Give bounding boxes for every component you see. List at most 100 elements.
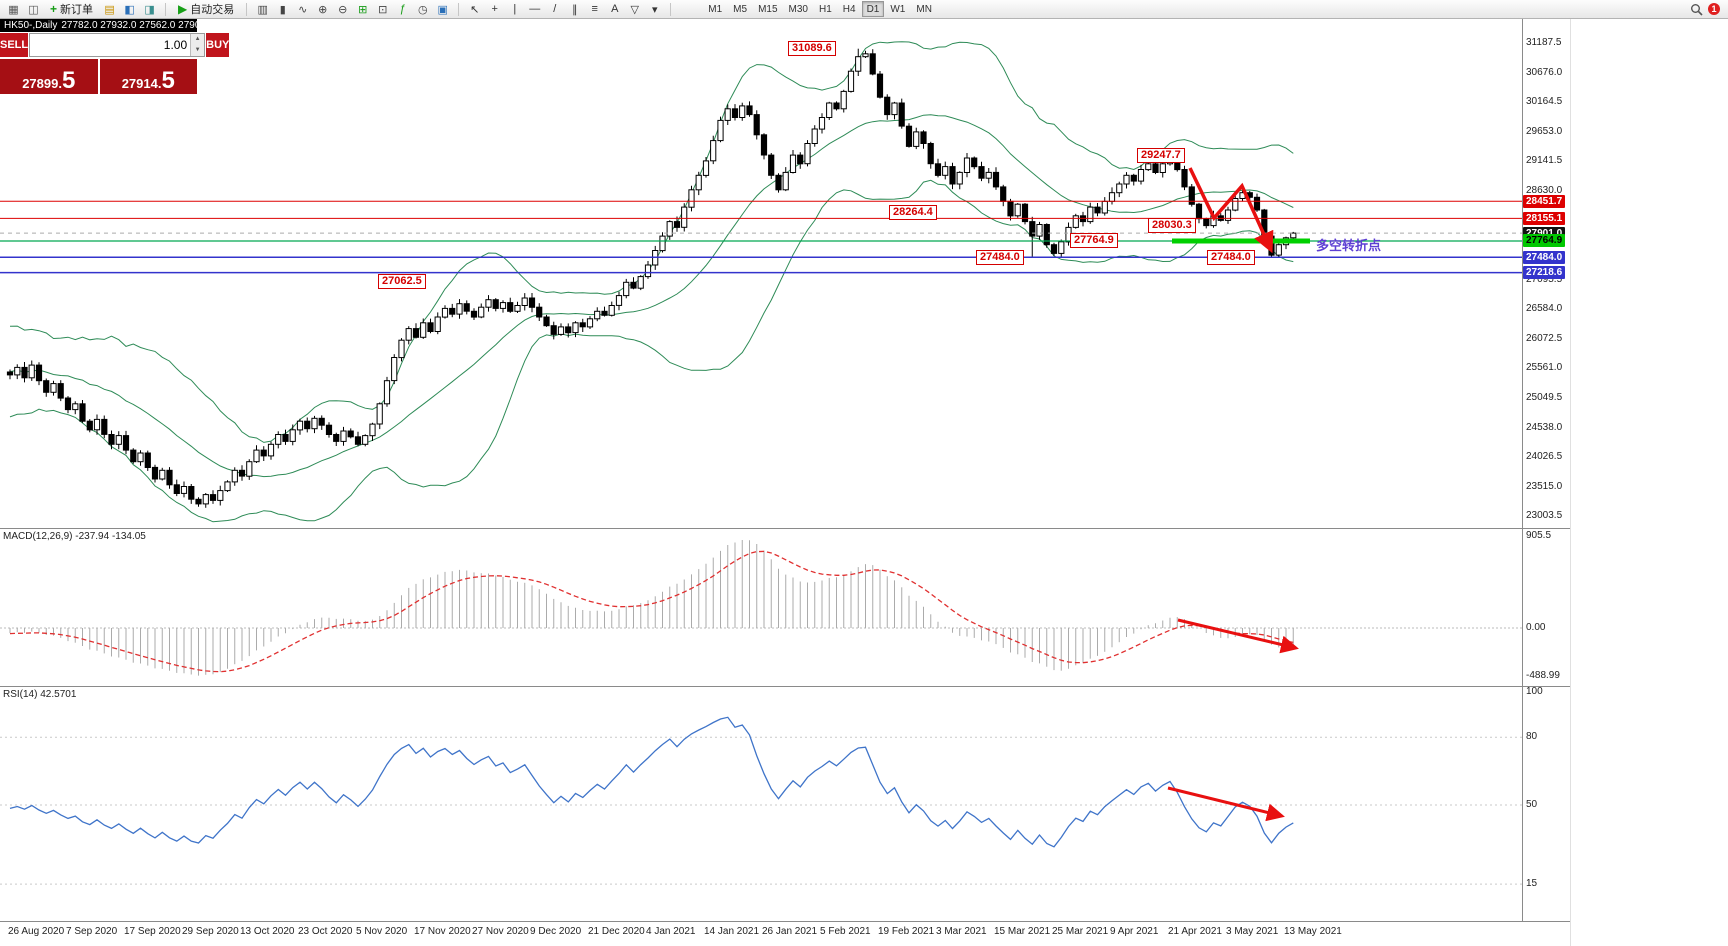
x-axis-date-label: 26 Jan 2021: [762, 926, 818, 937]
y-axis-price-tag: 27764.9: [1523, 234, 1566, 248]
arrows-tool-icon[interactable]: ▽: [630, 3, 639, 16]
y-axis-label: 30164.5: [1526, 96, 1563, 108]
toolbar-separator: [165, 2, 167, 16]
y-axis-label: 25561.0: [1526, 362, 1563, 374]
symbol-label: HK50-,Daily: [4, 20, 58, 31]
templates-icon[interactable]: ▣: [437, 3, 448, 16]
buy-price[interactable]: 27914. 5: [99, 59, 197, 94]
x-axis-date-label: 27 Nov 2020: [472, 926, 529, 937]
notification-badge[interactable]: 1: [1708, 3, 1720, 15]
y-axis-label: 29141.5: [1526, 155, 1563, 167]
tile-windows-icon[interactable]: ⊞: [358, 3, 368, 16]
x-axis-date-label: 13 May 2021: [1284, 926, 1342, 937]
text-icon[interactable]: A: [611, 3, 619, 15]
fibonacci-icon[interactable]: ≡: [591, 3, 598, 15]
x-axis-date-label: 5 Nov 2020: [356, 926, 408, 937]
trendline-icon[interactable]: /: [553, 3, 557, 15]
x-axis-date-label: 3 May 2021: [1226, 926, 1279, 937]
periods-icon[interactable]: ◷: [417, 3, 428, 16]
volume-spinner: ▲ ▼: [190, 34, 205, 56]
x-axis-date-label: 9 Dec 2020: [530, 926, 582, 937]
toolbar-separator: [458, 2, 460, 16]
new-order-button[interactable]: + 新订单: [50, 2, 94, 16]
data-window-icon[interactable]: ◧: [124, 3, 135, 16]
cascade-windows-icon[interactable]: ⊡: [378, 3, 388, 16]
timeframe-h4-button[interactable]: H4: [842, 3, 856, 15]
timeframe-mn-button[interactable]: MN: [916, 3, 932, 15]
price-level-label[interactable]: 27764.9: [1070, 233, 1118, 249]
volume-up-button[interactable]: ▲: [191, 34, 205, 45]
volume-down-button[interactable]: ▼: [191, 45, 205, 56]
timeframe-w1-button[interactable]: W1: [890, 3, 906, 15]
timeframe-m15-button[interactable]: M15: [758, 3, 778, 15]
new-chart-icon[interactable]: ▦: [8, 3, 19, 16]
rsi-axis-label: 15: [1526, 878, 1538, 890]
y-axis-label: 30676.0: [1526, 66, 1563, 78]
price-down-arrow: [1188, 167, 1274, 254]
macd-histogram: [9, 540, 1294, 676]
candlestick-chart-icon[interactable]: ▮: [279, 3, 286, 16]
x-axis-date-label: 17 Nov 2020: [414, 926, 471, 937]
search-icon[interactable]: [1690, 3, 1703, 16]
navigator-icon[interactable]: ◨: [144, 3, 155, 16]
sell-price[interactable]: 27899. 5: [0, 59, 98, 94]
market-watch-icon[interactable]: ▤: [104, 3, 115, 16]
horizontal-line-icon[interactable]: —: [529, 3, 541, 15]
zoom-out-icon[interactable]: ⊖: [338, 3, 348, 16]
x-axis-date-label: 13 Oct 2020: [240, 926, 295, 937]
channel-icon[interactable]: ∥: [572, 3, 578, 16]
bar-chart-icon[interactable]: ▥: [257, 3, 268, 16]
autotrade-button[interactable]: ▶ 自动交易: [178, 2, 235, 16]
rsi-axis-label: 50: [1526, 799, 1538, 810]
x-axis-date-label: 21 Apr 2021: [1168, 926, 1222, 937]
y-axis-label: 26072.5: [1526, 332, 1563, 344]
timeframe-d1-button[interactable]: D1: [861, 1, 885, 17]
trade-buttons-row: SELL ▲ ▼ BUY: [0, 33, 230, 57]
y-axis-label: 24538.0: [1526, 421, 1563, 433]
vertical-line-icon[interactable]: |: [513, 3, 517, 15]
y-axis-label: 26584.0: [1526, 303, 1563, 315]
rsi-value: 42.5701: [40, 689, 77, 700]
price-level-label[interactable]: 28030.3: [1148, 218, 1196, 234]
x-axis-date-label: 17 Sep 2020: [124, 926, 181, 937]
shapes-dropdown-icon[interactable]: ▾: [651, 3, 658, 16]
macd-signal-line: [9, 550, 1294, 673]
x-axis-date-label: 15 Mar 2021: [994, 926, 1051, 937]
y-axis-price-tag: 28155.1: [1523, 211, 1566, 225]
sell-button[interactable]: SELL: [0, 33, 29, 57]
price-level-label[interactable]: 28264.4: [889, 204, 937, 220]
rsi-axis-label: 100: [1526, 686, 1543, 697]
profiles-icon[interactable]: ◫: [28, 3, 39, 16]
buy-button[interactable]: BUY: [206, 33, 230, 57]
price-level-label[interactable]: 27062.5: [378, 274, 426, 290]
indicators-icon[interactable]: ƒ: [399, 3, 406, 15]
buy-price-big-digit: 5: [161, 67, 175, 94]
y-axis-label: 29653.0: [1526, 125, 1563, 137]
y-axis-label: 31187.5: [1526, 37, 1562, 48]
toolbar-right-cluster: 1: [1690, 3, 1724, 16]
zoom-in-icon[interactable]: ⊕: [318, 3, 328, 16]
timeframe-h1-button[interactable]: H1: [818, 3, 832, 15]
x-axis-date-label: 21 Dec 2020: [588, 926, 645, 937]
y-axis-label: 23515.0: [1526, 480, 1563, 492]
turning-point-annotation: 多空转折点: [1316, 238, 1382, 253]
line-chart-icon[interactable]: ∿: [298, 3, 308, 16]
price-level-label[interactable]: 29247.7: [1137, 147, 1185, 163]
price-level-label[interactable]: 27484.0: [1207, 249, 1255, 265]
y-axis-label: 25049.5: [1526, 392, 1563, 404]
macd-axis-label: -488.99: [1526, 670, 1560, 681]
price-level-label[interactable]: 31089.6: [788, 41, 836, 57]
cursor-icon[interactable]: ↖: [470, 3, 480, 16]
price-level-label[interactable]: 27484.0: [976, 249, 1024, 265]
timeframe-m1-button[interactable]: M1: [708, 3, 723, 15]
x-axis-date-label: 4 Jan 2021: [646, 926, 696, 937]
x-axis-date-label: 7 Sep 2020: [66, 926, 118, 937]
crosshair-icon[interactable]: +: [491, 3, 498, 15]
x-axis-date-label: 23 Oct 2020: [298, 926, 353, 937]
macd-axis-label: 0.00: [1526, 622, 1546, 633]
volume-input[interactable]: [30, 34, 191, 56]
y-axis-label: 27095.5: [1526, 273, 1563, 285]
timeframe-m30-button[interactable]: M30: [788, 3, 808, 15]
timeframe-m5-button[interactable]: M5: [733, 3, 748, 15]
